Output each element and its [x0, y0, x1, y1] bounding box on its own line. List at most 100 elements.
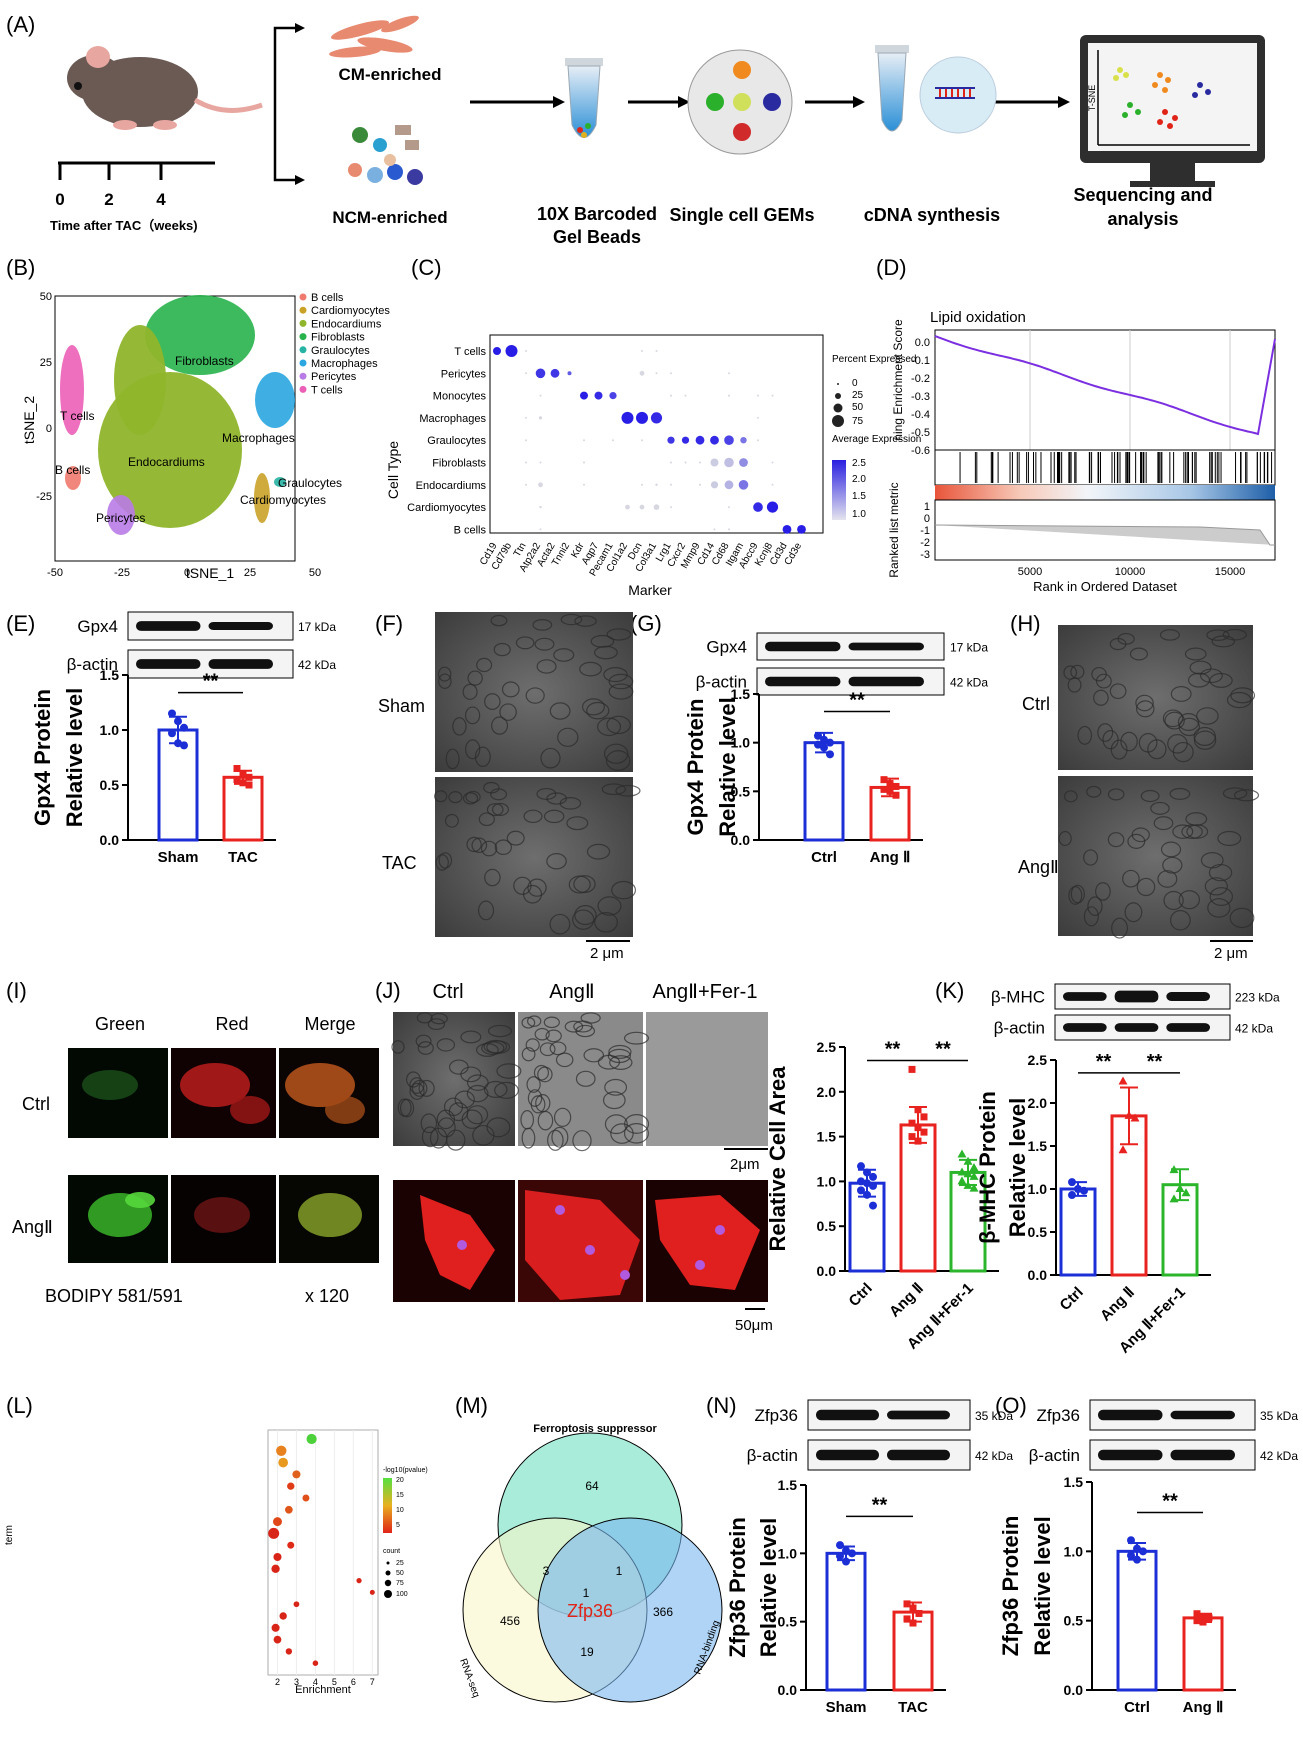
em-mitochondrion [564, 1020, 584, 1033]
term-dot [273, 1635, 282, 1644]
y-tick: 1.5 [778, 1477, 798, 1493]
data-point [915, 1609, 923, 1617]
y-axis-title: Relative Cell Area [765, 1066, 790, 1252]
y-tick: 0.0 [1028, 1267, 1048, 1283]
dot [535, 368, 546, 379]
dot [655, 372, 658, 375]
data-point [1205, 1614, 1213, 1622]
data-point [903, 1615, 911, 1623]
em-mitochondrion [454, 1090, 475, 1109]
em-mitochondrion [1070, 664, 1085, 679]
em-texture [434, 613, 641, 935]
data-point [1118, 1076, 1128, 1085]
blot-label: Gpx4 [77, 617, 118, 636]
single-cell-gems-icon [687, 49, 793, 155]
gsea-yticks: 0.0 -0.1 -0.2 -0.3 -0.4 -0.5 -0.6 1 0 -1… [911, 337, 930, 561]
venn-count: 366 [653, 1605, 673, 1619]
em-mitochondrion [438, 852, 453, 869]
bar [1116, 1549, 1158, 1692]
em-mitochondrion [615, 784, 641, 797]
em-mitochondrion [1167, 733, 1188, 754]
dot [583, 461, 585, 464]
dot [641, 439, 643, 442]
em-mitochondrion [574, 905, 597, 926]
row-label: TAC [382, 853, 417, 873]
em-mitochondrion [521, 1016, 536, 1029]
em-mitochondrion [604, 1078, 628, 1096]
em-mitochondrion [1124, 902, 1143, 923]
em-mitochondrion [466, 1074, 489, 1091]
em-mitochondrion [1184, 647, 1207, 661]
panel-label-l: (L) [6, 1393, 33, 1418]
em-mitochondrion [1181, 824, 1203, 840]
em-mitochondrion [549, 702, 571, 720]
scale-label: 50μm [735, 1317, 773, 1334]
data-point [886, 780, 894, 788]
dot [728, 394, 730, 397]
dot [753, 502, 763, 512]
dot [667, 436, 675, 444]
dot [505, 345, 518, 357]
em-mitochondrion [603, 667, 628, 683]
panel-label-a: (A) [6, 12, 35, 37]
em-mitochondrion [1083, 906, 1099, 927]
data-point [892, 782, 900, 790]
dotplot-legend: Percent Expressed 0 25 50 75 Average Exp… [832, 354, 921, 520]
panel-label-e: (E) [6, 611, 35, 636]
em-mitochondrion [536, 659, 557, 674]
x-tick: Ctrl [811, 849, 837, 866]
venn-highlight-gene: Zfp36 [567, 1601, 613, 1621]
y-tick: 1.5 [1028, 1138, 1048, 1154]
scale-label: 2 μm [1214, 945, 1248, 962]
em-mitochondrion [416, 1012, 433, 1024]
term-dot [285, 1648, 293, 1655]
em-mitochondrion [1120, 731, 1138, 752]
dot [670, 394, 672, 397]
y-tick: 0.5 [778, 1614, 798, 1630]
cluster-label: Graulocytes [278, 476, 342, 490]
y-axis-title: Relative level [62, 688, 87, 827]
timeline: 0 2 4 Time after TAC（weeks) [50, 161, 215, 233]
em-mitochondrion [1206, 629, 1230, 641]
cardiomyocyte-cells-icon [329, 15, 419, 58]
blot-band [765, 641, 841, 652]
em-mitochondrion [460, 1066, 482, 1083]
y-tick: -0.2 [911, 373, 930, 385]
em-texture [1058, 628, 1260, 939]
data-point [957, 1167, 967, 1176]
y-tick: -0.5 [911, 427, 930, 439]
legend-entry: 0 [852, 378, 858, 389]
data-point [180, 741, 188, 750]
barcoded-beads-tube-icon [565, 58, 603, 138]
em-mitochondrion [525, 1038, 540, 1052]
em-mitochondrion [1129, 647, 1148, 661]
data-point [174, 739, 182, 748]
panel-b: (B) Fibroblasts T cells Macrophages B ce… [6, 255, 390, 581]
y-tick: 2.0 [1028, 1095, 1048, 1111]
em-mitochondrion [446, 1129, 466, 1151]
em-mitochondrion [530, 1095, 546, 1114]
dot [550, 368, 560, 378]
x-tick: Sham [826, 1699, 867, 1716]
em-mitochondrion [465, 739, 481, 760]
cluster-label: T cells [60, 409, 94, 423]
em-mitochondrion [483, 1080, 508, 1098]
dot [728, 528, 730, 531]
blot-band [1114, 1023, 1159, 1032]
panel-e: (E) Gpx4 17 kDa β-actin 42 kDa 0.0 0.5 1.0 1.5 Gp… [6, 611, 336, 866]
em-mitochondrion [575, 1070, 596, 1087]
blot-band [208, 659, 273, 669]
em-mitochondrion [472, 1124, 495, 1146]
legend-entry: 100 [396, 1591, 408, 1598]
step-label: cDNA synthesis [864, 205, 1000, 225]
blot-band [765, 676, 841, 687]
significance-label: ** [935, 1038, 951, 1060]
blot-kda: 223 kDa [1235, 991, 1280, 1005]
blot-band [848, 642, 924, 651]
y-tick: 1.0 [100, 722, 120, 738]
em-mitochondrion [527, 1089, 543, 1107]
venn-count: 19 [580, 1645, 594, 1659]
y-tick: -2 [920, 537, 930, 549]
dot [695, 435, 705, 445]
